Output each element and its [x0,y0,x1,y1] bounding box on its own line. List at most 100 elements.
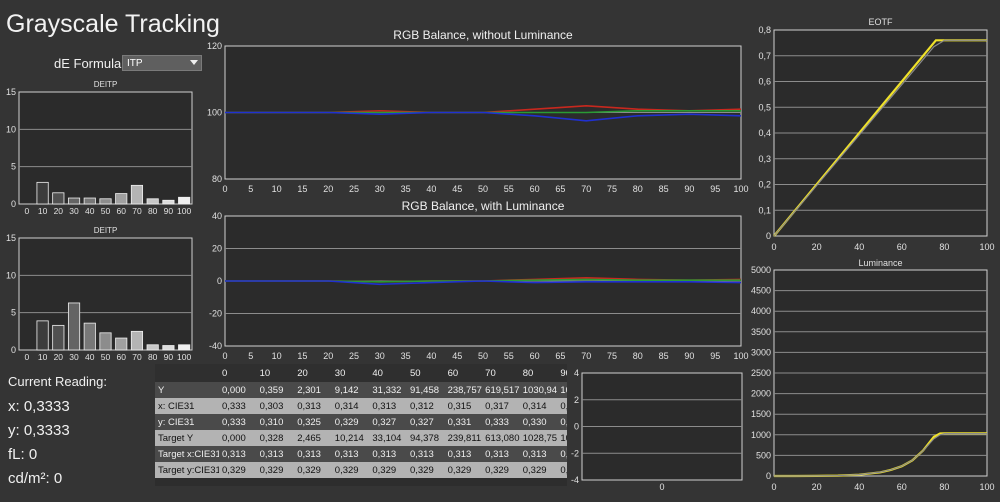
table-cell: 1028,752 [519,430,558,446]
y-tick-label: 80 [212,174,222,184]
target-line [774,433,987,477]
y-tick-label: 0 [217,276,222,286]
table-header-cell [155,364,219,382]
eotf-chart: EOTF 0,8 0,7 0,6 0,5 0,4 0,3 0,2 0,1 00 20 40 60 80 10… [758,17,994,252]
x-tick-label: 50 [101,352,111,362]
chart-title: RGB Balance, without Luminance [393,28,573,42]
y-tick-label: 3500 [751,327,771,337]
x-tick-label: 70 [581,184,591,194]
table-row-label: Y [155,382,219,398]
y-tick-label: -2 [571,448,579,458]
y-tick-label: 10 [6,270,16,280]
x-tick-label: 30 [69,352,79,362]
small-chart: 4 2 0 -2 -4 0 [571,368,743,492]
bar [67,197,81,205]
table-cell: 613,080 [482,430,520,446]
y-tick-label: 0,1 [758,205,771,215]
bar [52,324,65,351]
table-cell: 0,313 [444,446,483,462]
table-cell: 0,329 [256,462,295,478]
x-tick-label: 40 [854,242,864,252]
x-tick-label: 80 [633,351,643,360]
table-cell: 0,333 [482,414,520,430]
table-cell: 1030,947 [519,382,558,398]
bar [130,330,144,351]
x-tick-label: 70 [132,206,142,216]
y-tick-label: 0 [11,345,16,355]
x-tick-label: 60 [530,184,540,194]
table-cell: 0,310 [256,414,295,430]
table-header-cell: 0 [219,364,257,382]
y-tick-label: 1000 [751,430,771,440]
x-tick-label: 100 [733,351,748,360]
table-cell: 0,328 [256,430,295,446]
y-tick-label: 0 [11,199,16,209]
table-cell: 0,000 [219,430,257,446]
table-cell: 0,329 [406,462,445,478]
de-formula-select[interactable]: ITP [122,55,202,71]
table-cell: 91,458 [406,382,445,398]
x-tick-label: 0 [659,482,664,492]
x-tick-label: 75 [607,351,617,360]
y-tick-label: 1500 [751,409,771,419]
table-header-cell: 90 [557,364,567,382]
table-row[interactable]: x: CIE31 0,333 0,303 0,313 0,314 0,313 0,312 0,… [155,398,567,414]
table-cell: 0,329 [369,462,407,478]
x-tick-label: 50 [478,184,488,194]
x-tick-label: 80 [939,242,949,252]
table-row-label: Target x:CIE31 [155,446,219,462]
y-tick-label: 0,6 [758,77,771,87]
table-cell: 0,313 [369,398,407,414]
table-row-label: Target Y [155,430,219,446]
readings-table[interactable]: 0102030405060708090Y0,0000,3592,3019,142… [155,364,567,486]
table-cell: 0,314 [519,398,558,414]
bar [52,192,65,205]
table-cell: 0,330 [557,414,567,430]
x-tick-label: 65 [555,351,565,360]
table-row[interactable]: Y 0,000 0,359 2,301 9,142 31,332 91,458 238,757… [155,382,567,398]
bar [99,332,112,351]
table-cell: 0,329 [331,414,370,430]
table-cell: 0,313 [406,446,445,462]
de-formula-value: ITP [127,58,143,69]
table-cell: 0,359 [256,382,295,398]
table-cell: 239,811 [444,430,483,446]
table-header-cell: 60 [444,364,483,382]
table-row[interactable]: Target y:CIE31 0,329 0,329 0,329 0,329 0,329 0… [155,462,567,478]
x-tick-label: 80 [148,352,158,362]
chart-title: DEITP [94,226,118,235]
luminance-chart: Luminance5000450040003500300025002000150… [751,258,995,492]
table-cell: 0,331 [444,414,483,430]
table-cell: 0,314 [331,398,370,414]
bar [130,184,144,205]
x-tick-label: 20 [54,206,64,216]
chart-title: EOTF [869,17,894,27]
page-title: Grayscale Tracking [6,10,220,38]
table-row[interactable]: Target x:CIE31 0,313 0,313 0,313 0,313 0,313 0… [155,446,567,462]
y-tick-label: 0 [574,422,579,432]
table-cell: 0,333 [219,414,257,430]
x-tick-label: 25 [349,184,359,194]
y-tick-label: 2 [574,395,579,405]
table-row[interactable]: Target Y 0,000 0,328 2,465 10,214 33,104 94,37… [155,430,567,446]
x-tick-label: 0 [771,482,776,492]
table-cell: 2,301 [294,382,332,398]
chart-title: Luminance [858,258,902,268]
y-tick-label: 0,5 [758,102,771,112]
y-tick-label: 10 [6,124,16,134]
table-cell: 10,214 [331,430,370,446]
y-tick-label: 20 [212,244,222,254]
table-row[interactable]: y: CIE31 0,333 0,310 0,325 0,329 0,327 0,327 0,… [155,414,567,430]
y-tick-label: 2500 [751,368,771,378]
current-reading-fl: fL: 0 [8,446,38,463]
x-tick-label: 20 [812,482,822,492]
x-tick-label: 0 [771,242,776,252]
x-tick-label: 60 [116,352,126,362]
table-header-cell: 20 [294,364,332,382]
x-tick-label: 15 [297,351,307,360]
table-cell: 0,312 [406,398,445,414]
table-cell: 0,313 [256,446,295,462]
bar [36,181,49,205]
table-cell: 0,329 [331,462,370,478]
